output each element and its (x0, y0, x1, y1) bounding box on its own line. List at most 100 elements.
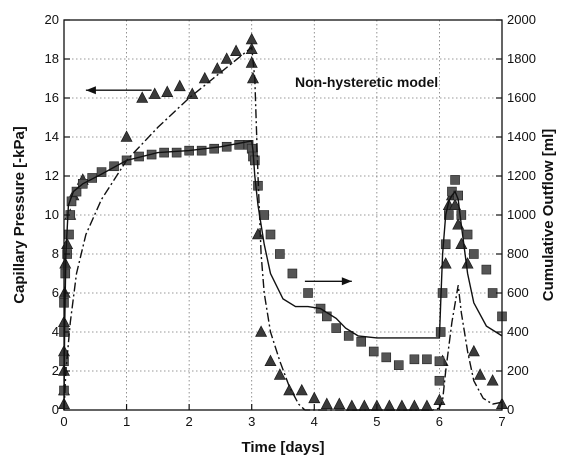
triangle-point (455, 237, 468, 250)
square-point (487, 288, 498, 298)
triangle-point (161, 85, 174, 97)
x-tick-label: 5 (373, 414, 380, 429)
square-point (196, 145, 207, 156)
square-point (462, 229, 473, 240)
y-left-axis-label: Capillary Pressure [-kPa] (11, 126, 28, 304)
triangle-point (273, 368, 286, 380)
square-point (469, 249, 479, 259)
square-point (287, 268, 298, 279)
triangle-point (358, 399, 371, 411)
triangle-point (308, 391, 321, 404)
y-right-tick-label: 0 (507, 402, 514, 417)
triangle-point (486, 374, 499, 386)
triangle-point (245, 56, 258, 68)
y-left-tick-label: 18 (45, 51, 59, 66)
x-tick-label: 0 (60, 414, 67, 429)
series-line-solid (63, 140, 503, 411)
square-point (356, 336, 367, 347)
square-point (234, 140, 244, 150)
triangle-point (120, 130, 133, 142)
square-point (456, 210, 467, 220)
square-point (209, 143, 219, 154)
triangle-point (295, 383, 308, 396)
square-point (331, 323, 341, 333)
y-right-axis-label: Cumulative Outflow [ml] (540, 129, 557, 302)
y-right-tick-label: 1400 (507, 129, 536, 144)
triangle-point (245, 32, 258, 45)
y-right-tick-label: 1600 (507, 90, 536, 105)
square-point (303, 288, 313, 298)
y-right-tick-label: 400 (507, 324, 529, 339)
square-point (434, 375, 445, 386)
triangle-point (474, 368, 487, 380)
triangle-point (246, 71, 259, 84)
square-point (71, 186, 82, 197)
triangle-point (383, 399, 396, 411)
triangle-point (333, 397, 346, 409)
y-left-tick-label: 20 (45, 12, 59, 27)
triangle-point (408, 399, 421, 411)
triangle-point (395, 399, 408, 411)
y-right-tick-label: 200 (507, 363, 529, 378)
y-left-tick-label: 12 (45, 168, 59, 183)
arrows (85, 86, 352, 286)
y-right-tick-label: 1200 (507, 168, 536, 183)
triangle-point (230, 44, 243, 57)
triangle-point (186, 87, 199, 99)
triangle-point (173, 79, 186, 92)
y-left-tick-label: 10 (45, 207, 59, 222)
y-right-tick-label: 1800 (507, 51, 536, 66)
square-point (444, 210, 454, 220)
y-left-tick-label: 2 (52, 363, 59, 378)
triangle-point (467, 344, 480, 357)
square-point (259, 210, 270, 220)
x-tick-label: 7 (498, 414, 505, 429)
y-left-tick-label: 6 (52, 285, 59, 300)
x-tick-label: 4 (311, 414, 318, 429)
ticks: 0 1 2 3 4 5 6 702468101214161820020040060080010… (45, 12, 536, 429)
triangle-point (264, 354, 277, 367)
y-right-tick-label: 800 (507, 246, 529, 261)
x-tick-label: 2 (186, 414, 193, 429)
y-left-tick-label: 8 (52, 246, 59, 261)
y-left-tick-label: 16 (45, 90, 59, 105)
square-point (64, 229, 74, 240)
square-point (440, 239, 451, 250)
y-left-tick-label: 4 (52, 324, 59, 339)
y-right-tick-label: 1000 (507, 207, 536, 222)
square-point (171, 147, 182, 158)
triangle-point (220, 52, 233, 64)
x-axis-label: Time [days] (241, 439, 324, 456)
series-line-dash-dot (63, 45, 503, 411)
square-point (343, 331, 354, 341)
triangle-point (461, 257, 474, 269)
chart-annotation: Non-hysteretic model (295, 74, 438, 90)
x-tick-label: 6 (436, 414, 443, 429)
arrow-right-head (341, 277, 352, 286)
square-point (381, 352, 392, 363)
triangle-point (148, 87, 161, 99)
square-point (450, 175, 460, 185)
triangle-point (283, 383, 296, 396)
y-left-tick-label: 14 (45, 129, 59, 144)
x-tick-label: 1 (123, 414, 130, 429)
square-point (265, 229, 276, 240)
triangle-point (211, 62, 224, 74)
triangle-point (255, 325, 268, 337)
x-tick-label: 3 (248, 414, 255, 429)
square-point (435, 327, 446, 337)
square-point (422, 354, 432, 365)
square-point (481, 264, 492, 275)
square-point (409, 354, 420, 365)
triangle-point (345, 399, 358, 411)
triangle-point (449, 198, 462, 211)
y-right-tick-label: 600 (507, 285, 529, 300)
y-left-tick-label: 0 (52, 402, 59, 417)
square-point (434, 356, 445, 367)
square-point (250, 155, 260, 166)
triangle-point (420, 399, 433, 411)
arrow-left-head (85, 86, 96, 95)
y-right-tick-label: 2000 (507, 12, 536, 27)
triangle-point (198, 71, 211, 84)
